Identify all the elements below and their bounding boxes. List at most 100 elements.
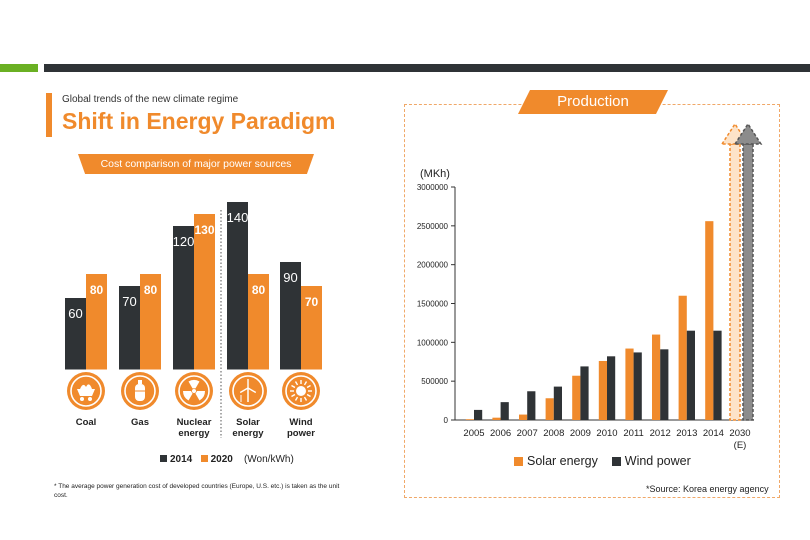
category-label: Nuclear bbox=[177, 417, 212, 428]
legend-2020: 2020 bbox=[210, 454, 233, 465]
page-title: Shift in Energy Paradigm bbox=[62, 108, 336, 134]
turbine-blade bbox=[247, 387, 257, 394]
bar-wind-2014 bbox=[713, 330, 722, 420]
source-note: *Source: Korea energy agency bbox=[646, 484, 769, 494]
cost-value-label: 70 bbox=[122, 294, 136, 309]
bar-solar-2011 bbox=[625, 348, 634, 420]
y-tick-label: 0 bbox=[444, 416, 449, 425]
gas-cylinder-icon bbox=[135, 384, 145, 401]
legend-swatch-2020 bbox=[200, 455, 208, 462]
cost-legend: 2014 2020 (Won/kWh) bbox=[160, 454, 294, 465]
cost-value-label: 140 bbox=[227, 210, 249, 225]
icon-ring bbox=[124, 375, 156, 407]
category-label: energy bbox=[232, 428, 264, 439]
x-tick-label: 2008 bbox=[543, 428, 564, 439]
legend-swatch-wind bbox=[611, 457, 621, 466]
cost-value-label: 70 bbox=[305, 295, 319, 309]
x-tick-label: 2012 bbox=[650, 428, 671, 439]
bar-wind-2012 bbox=[660, 349, 669, 420]
cost-value-label: 90 bbox=[283, 270, 297, 285]
bar-solar-2012 bbox=[652, 334, 661, 420]
bar-wind-2007 bbox=[527, 391, 536, 420]
sun-icon bbox=[296, 386, 306, 396]
sun-ray bbox=[306, 384, 311, 389]
legend-wind: Wind power bbox=[624, 454, 691, 468]
legend-swatch-2014 bbox=[160, 455, 167, 462]
cart-wheel bbox=[80, 397, 84, 401]
turbine-blade bbox=[239, 387, 249, 394]
category-label: Wind bbox=[289, 417, 312, 428]
cost-bar-solar-energy-2014 bbox=[227, 202, 248, 370]
cost-value-label: 80 bbox=[252, 283, 266, 297]
sun-ray bbox=[306, 393, 311, 398]
title-accent bbox=[46, 93, 52, 137]
bar-solar-2013 bbox=[678, 295, 687, 420]
sun-ray bbox=[294, 396, 299, 401]
category-label: power bbox=[287, 428, 315, 439]
sun-ray bbox=[291, 384, 296, 389]
cost-bar-solar-energy-2020 bbox=[248, 274, 269, 370]
arrow-solar-2030-shaft bbox=[729, 143, 741, 421]
icon-ring bbox=[285, 375, 317, 407]
category-label: energy bbox=[178, 428, 210, 439]
production-banner: Production bbox=[518, 90, 668, 114]
sun-ray bbox=[294, 381, 299, 386]
coal-pile bbox=[80, 384, 92, 389]
cart-wheel bbox=[88, 397, 92, 401]
cost-bar-gas-2014 bbox=[119, 286, 140, 370]
radiation-blade bbox=[183, 391, 193, 401]
cost-bar-nuclear-energy-2014 bbox=[173, 226, 194, 370]
bar-wind-2006 bbox=[500, 402, 509, 420]
y-tick-label: 3000000 bbox=[417, 183, 449, 192]
cost-bar-wind-power-2020 bbox=[301, 286, 322, 370]
sun-ray bbox=[303, 396, 308, 401]
cost-value-label: 80 bbox=[90, 283, 104, 297]
radiation-blade bbox=[188, 380, 200, 389]
bar-solar-2007 bbox=[519, 414, 528, 420]
cost-bar-coal-2020 bbox=[86, 274, 107, 370]
bar-wind-2008 bbox=[553, 386, 562, 420]
legend-unit: (Won/kWh) bbox=[243, 454, 294, 465]
page-subtitle: Global trends of the new climate regime bbox=[62, 94, 239, 105]
y-tick-label: 500000 bbox=[421, 377, 448, 386]
x-tick-label: 2006 bbox=[490, 428, 511, 439]
bar-wind-2009 bbox=[580, 366, 589, 420]
top-accent-green bbox=[0, 64, 38, 72]
y-tick-label: 2000000 bbox=[417, 261, 449, 270]
cost-bar-coal-2014 bbox=[65, 298, 86, 370]
bar-wind-2013 bbox=[686, 330, 695, 420]
legend-solar: Solar energy bbox=[527, 454, 598, 468]
production-chart: 0 500000 1000000 1500000 2000000 2500000 30000… bbox=[417, 122, 763, 451]
x-tick-label: 2010 bbox=[596, 428, 617, 439]
cost-value-label: 120 bbox=[173, 234, 195, 249]
cost-chart: 6080Coal7080Gas120130Nuclearenergy14080S… bbox=[58, 202, 330, 439]
production-legend: Solar energy Wind power bbox=[514, 454, 691, 468]
bar-solar-2005 bbox=[465, 419, 474, 420]
cost-value-label: 80 bbox=[144, 283, 158, 297]
cost-comparison-ribbon: Cost comparison of major power sources bbox=[78, 154, 314, 174]
bar-wind-2005 bbox=[474, 409, 483, 420]
arrow-wind-2030-shaft bbox=[742, 143, 754, 421]
bar-wind-2010 bbox=[607, 356, 616, 420]
bar-solar-2008 bbox=[545, 398, 554, 420]
arrow-wind-2030-head bbox=[733, 122, 763, 145]
coal-cart-icon bbox=[77, 389, 95, 396]
radiation-icon bbox=[192, 389, 196, 393]
category-label: Coal bbox=[76, 417, 97, 428]
icon-ring bbox=[178, 375, 210, 407]
y-tick-label: 1500000 bbox=[417, 300, 449, 309]
y-tick-label: 2500000 bbox=[417, 222, 449, 231]
bar-solar-2009 bbox=[572, 375, 581, 420]
cost-bar-gas-2020 bbox=[140, 274, 161, 370]
x-tick-label: 2007 bbox=[517, 428, 538, 439]
top-accent-bar bbox=[44, 64, 810, 72]
x-tick-label: 2014 bbox=[703, 428, 724, 439]
bar-solar-2014 bbox=[705, 221, 714, 420]
cost-footnote: * The average power generation cost of d… bbox=[54, 483, 340, 499]
x-tick-label: 2030 bbox=[729, 428, 750, 439]
radiation-blade bbox=[195, 391, 205, 401]
bar-solar-2006 bbox=[492, 417, 501, 420]
sun-ray bbox=[303, 381, 308, 386]
category-label: Gas bbox=[131, 417, 149, 428]
x-tick-label: 2011 bbox=[623, 428, 643, 439]
